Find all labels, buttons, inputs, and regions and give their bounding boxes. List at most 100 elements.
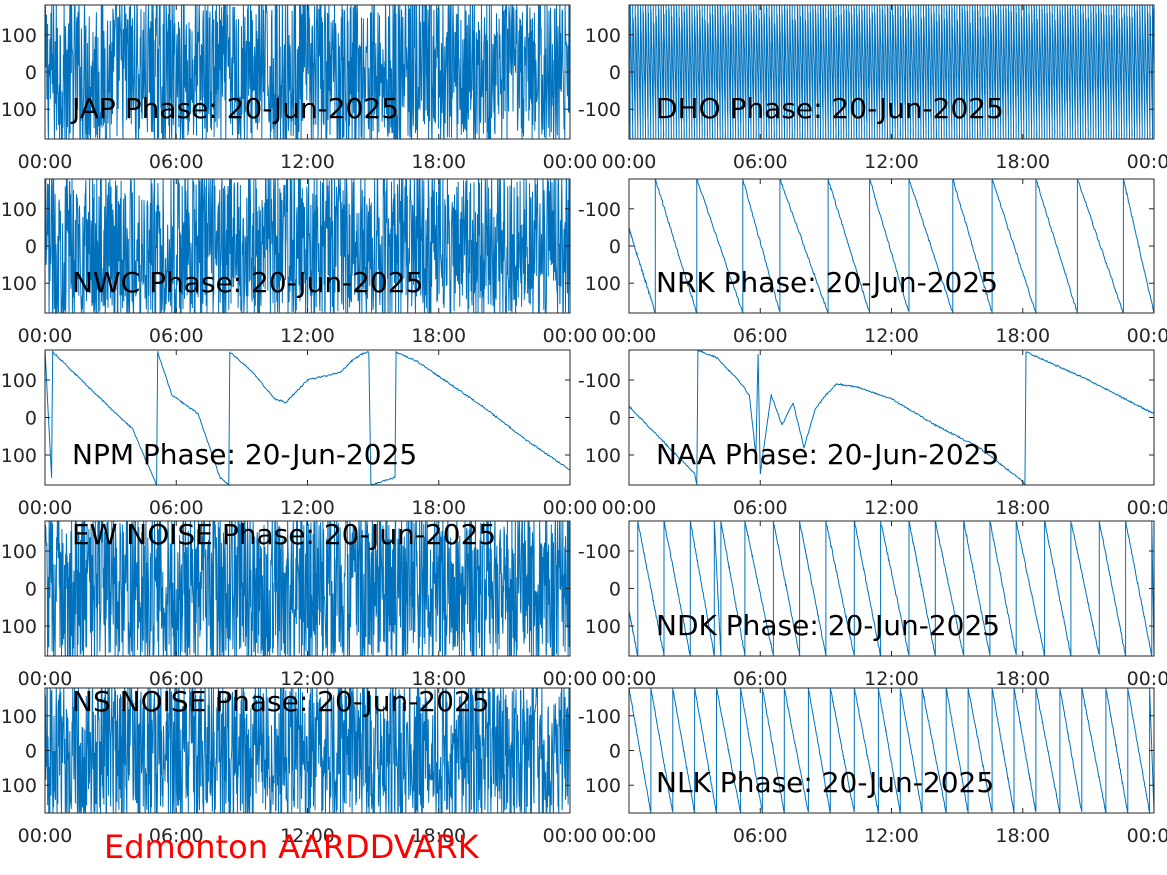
x-tick-label: 06:00: [733, 151, 788, 173]
x-tick-label: 00:00: [1127, 151, 1167, 173]
x-tick-label: 18:00: [411, 825, 466, 847]
y-tick-label: 0: [609, 408, 621, 430]
x-tick-label: 18:00: [411, 497, 466, 519]
x-tick-label: 12:00: [280, 825, 335, 847]
y-tick-label: 0: [25, 236, 37, 258]
x-tick-label: 00:00: [602, 325, 657, 347]
x-tick-label: 18:00: [411, 325, 466, 347]
y-tick-label: 100: [585, 616, 621, 638]
x-tick-label: 00:00: [18, 151, 73, 173]
panel-title: JAP Phase: 20-Jun-2025: [70, 92, 399, 125]
y-tick-label: 0: [25, 741, 37, 763]
x-tick-label: 12:00: [864, 325, 919, 347]
x-tick-label: 06:00: [149, 151, 204, 173]
y-tick-label: 100: [1, 541, 37, 563]
phase-panel: 100 0 100 00:00 06:00 12:00 18:00 00:00 NWC Phas…: [1, 178, 598, 347]
x-tick-label: 06:00: [733, 668, 788, 690]
y-tick-label: 100: [1, 616, 37, 638]
x-tick-label: 00:00: [18, 825, 73, 847]
y-tick-label: 100: [585, 25, 621, 47]
x-tick-label: 00:00: [543, 151, 598, 173]
x-tick-label: 18:00: [995, 668, 1050, 690]
x-tick-label: 12:00: [864, 668, 919, 690]
panel-title: DHO Phase: 20-Jun-2025: [656, 92, 1004, 125]
phase-series-line: [45, 521, 570, 656]
x-tick-label: 18:00: [995, 825, 1050, 847]
x-tick-label: 00:00: [18, 497, 73, 519]
panel-title: NRK Phase: 20-Jun-2025: [656, 266, 998, 299]
x-tick-label: 00:00: [543, 325, 598, 347]
x-tick-label: 00:00: [543, 668, 598, 690]
phase-panel: 100 0 100 00:00 06:00 12:00 18:00 00:00 JAP Phas…: [1, 4, 598, 173]
x-tick-label: 18:00: [411, 668, 466, 690]
x-tick-label: 18:00: [995, 151, 1050, 173]
x-tick-label: 00:00: [543, 497, 598, 519]
y-tick-label: 100: [1, 775, 37, 797]
panel-title: NS NOISE Phase: 20-Jun-2025: [72, 685, 490, 718]
panel-title: NLK Phase: 20-Jun-2025: [656, 766, 994, 799]
x-tick-label: 00:00: [602, 825, 657, 847]
station-footer-label: Edmonton AARDDVARK: [104, 828, 480, 866]
phase-panel: 100 0 -100 00:00 06:00 12:00 18:00 00:00 NRK Pha…: [578, 178, 1167, 347]
y-tick-label: 0: [609, 741, 621, 763]
phase-series-line: [629, 688, 1154, 813]
y-tick-label: 100: [1, 273, 37, 295]
x-tick-label: 00:00: [18, 668, 73, 690]
x-tick-label: 06:00: [733, 497, 788, 519]
y-tick-label: -100: [578, 541, 621, 563]
panel-title: NWC Phase: 20-Jun-2025: [72, 266, 423, 299]
y-tick-label: 100: [585, 273, 621, 295]
y-tick-label: -100: [578, 370, 621, 392]
panel-title: NDK Phase: 20-Jun-2025: [656, 609, 1000, 642]
x-tick-label: 00:00: [1127, 325, 1167, 347]
y-tick-label: 100: [1, 99, 37, 121]
x-tick-label: 12:00: [280, 151, 335, 173]
y-tick-label: -100: [578, 706, 621, 728]
panel-title: NAA Phase: 20-Jun-2025: [656, 438, 999, 471]
phase-series-line: [45, 688, 570, 813]
phase-panel: 100 0 100 00:00 06:00 12:00 18:00 00:00 NS NOISE…: [1, 685, 598, 847]
x-tick-label: 12:00: [864, 497, 919, 519]
x-tick-label: 18:00: [995, 325, 1050, 347]
phase-series-line: [629, 5, 1154, 139]
phase-series-line: [45, 350, 570, 485]
y-tick-label: 100: [1, 199, 37, 221]
x-tick-label: 06:00: [149, 497, 204, 519]
x-tick-label: 12:00: [864, 825, 919, 847]
panel-title: EW NOISE Phase: 20-Jun-2025: [72, 518, 496, 551]
phase-panel: 100 0 100 00:00 06:00 12:00 18:00 00:00 EW NOISE…: [1, 518, 598, 690]
y-tick-label: 0: [609, 62, 621, 84]
phase-series-line: [629, 521, 1154, 656]
y-tick-label: 0: [609, 236, 621, 258]
x-tick-label: 06:00: [149, 825, 204, 847]
x-tick-label: 00:00: [18, 325, 73, 347]
panel-title: NPM Phase: 20-Jun-2025: [72, 438, 417, 471]
y-tick-label: 0: [609, 579, 621, 601]
y-tick-label: 100: [585, 775, 621, 797]
y-tick-label: 100: [1, 445, 37, 467]
x-tick-label: 12:00: [280, 497, 335, 519]
phase-series-line: [45, 5, 570, 139]
phase-panel: -100 0 100 00:00 06:00 12:00 18:00 00:00 DHO Pha…: [578, 4, 1167, 173]
x-tick-label: 06:00: [149, 325, 204, 347]
phase-panel: 100 0 100 00:00 06:00 12:00 18:00 00:00 NPM Phas…: [1, 349, 598, 519]
x-tick-label: 18:00: [995, 497, 1050, 519]
x-tick-label: 00:00: [602, 151, 657, 173]
x-tick-label: 06:00: [733, 325, 788, 347]
y-tick-label: 0: [25, 62, 37, 84]
x-tick-label: 06:00: [149, 668, 204, 690]
x-tick-label: 00:00: [1127, 497, 1167, 519]
x-tick-label: 00:00: [1127, 825, 1167, 847]
y-tick-label: -100: [578, 99, 621, 121]
x-tick-label: 12:00: [280, 325, 335, 347]
x-tick-label: 00:00: [602, 497, 657, 519]
y-tick-label: 0: [25, 408, 37, 430]
y-tick-label: 100: [585, 445, 621, 467]
phase-series-line: [629, 350, 1154, 485]
phase-series-line: [45, 179, 570, 313]
y-tick-label: 100: [1, 706, 37, 728]
x-tick-label: 06:00: [733, 825, 788, 847]
x-tick-label: 12:00: [280, 668, 335, 690]
x-tick-label: 00:00: [602, 668, 657, 690]
